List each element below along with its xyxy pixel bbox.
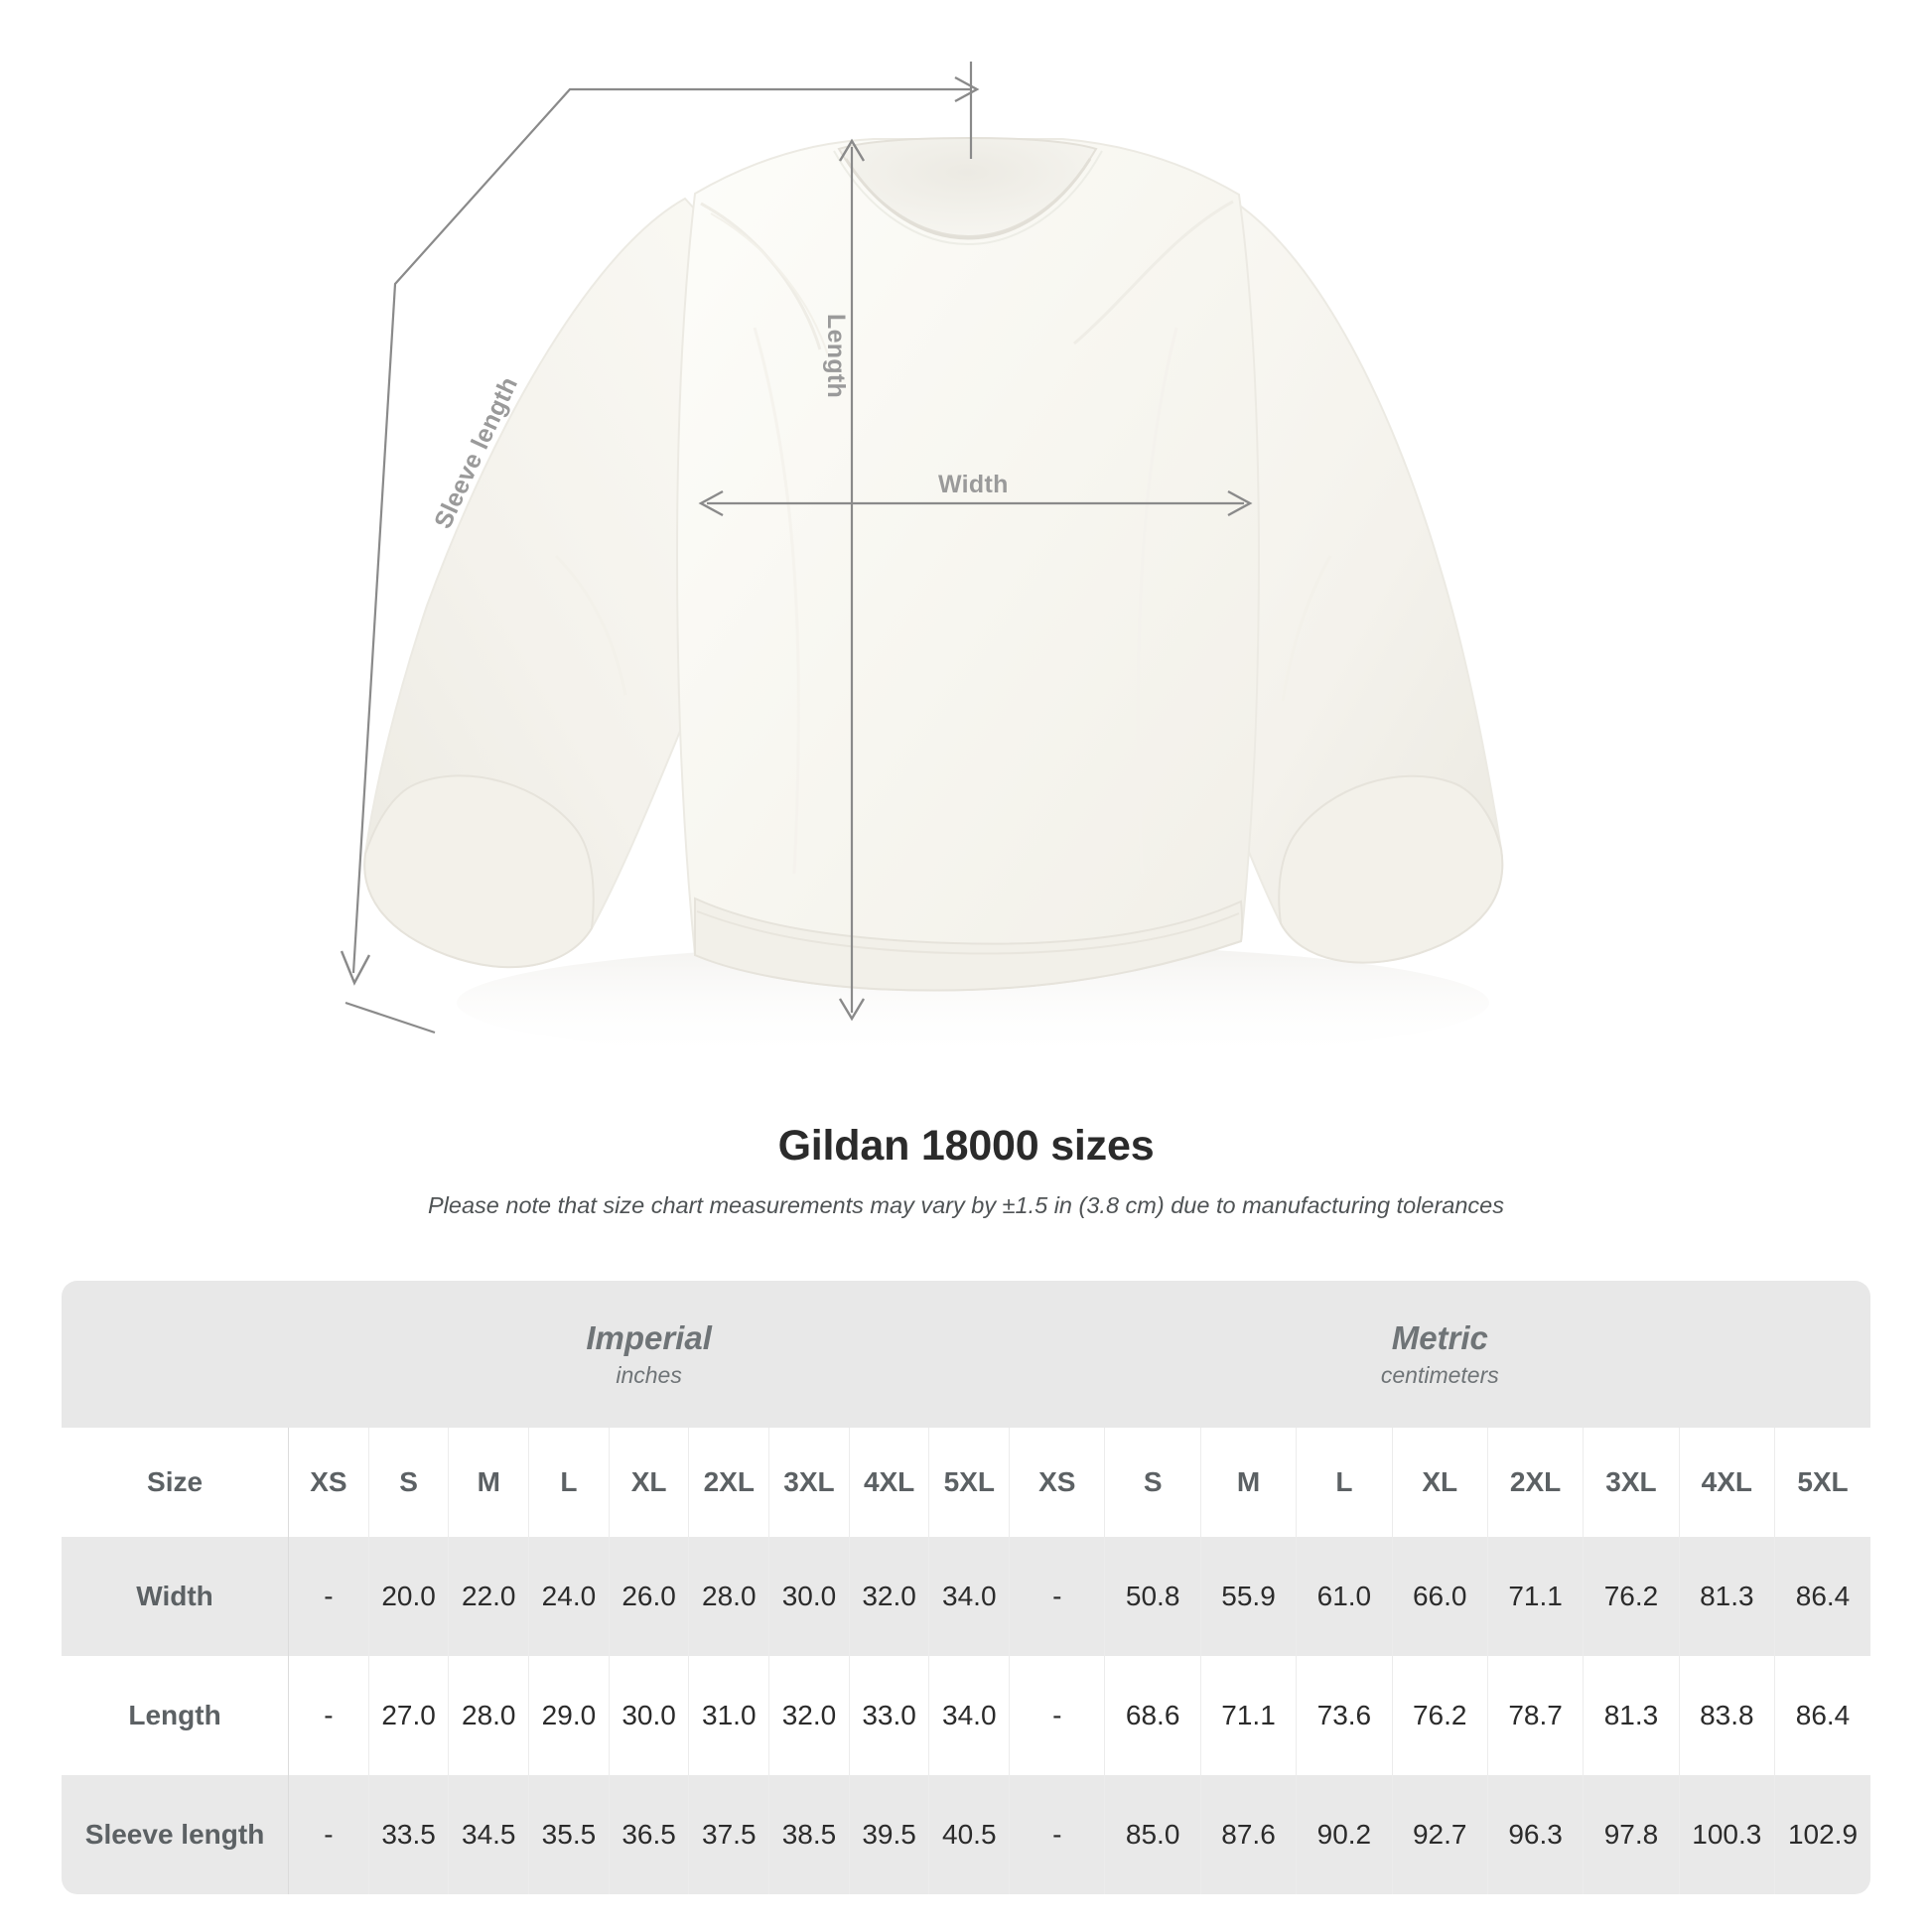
cell-sleeve-met-xs: - [1009, 1775, 1106, 1894]
cell-width-met-2xl: 71.1 [1487, 1537, 1585, 1656]
cell-width-imp-4xl: 32.0 [849, 1537, 930, 1656]
cell-length-imp-m: 28.0 [448, 1656, 530, 1775]
size-header-metric-2xl: 2XL [1487, 1428, 1585, 1537]
cell-width-imp-5xl: 34.0 [928, 1537, 1011, 1656]
cell-sleeve-met-4xl: 100.3 [1679, 1775, 1776, 1894]
garment-photo-area: Length Width Sleeve length [340, 62, 1504, 1062]
cell-sleeve-imp-3xl: 38.5 [768, 1775, 850, 1894]
cell-length-imp-l: 29.0 [528, 1656, 610, 1775]
cell-length-imp-5xl: 34.0 [928, 1656, 1011, 1775]
size-chart-table: Imperial inches Metric centimeters Size … [62, 1281, 1870, 1894]
page-title: Gildan 18000 sizes [777, 1122, 1155, 1170]
size-header-metric-xs: XS [1009, 1428, 1106, 1537]
cell-width-met-s: 50.8 [1104, 1537, 1201, 1656]
row-label-length: Length [62, 1656, 290, 1775]
cell-sleeve-imp-l: 35.5 [528, 1775, 610, 1894]
size-header-imperial-4xl: 4XL [849, 1428, 930, 1537]
row-label-sleeve-length: Sleeve length [62, 1775, 290, 1894]
cell-length-met-3xl: 81.3 [1583, 1656, 1680, 1775]
cell-sleeve-met-s: 85.0 [1104, 1775, 1201, 1894]
size-header-metric-m: M [1200, 1428, 1298, 1537]
cell-sleeve-met-5xl: 102.9 [1774, 1775, 1870, 1894]
cell-sleeve-imp-5xl: 40.5 [928, 1775, 1011, 1894]
cell-width-imp-s: 20.0 [368, 1537, 450, 1656]
unit-corner-cell [62, 1281, 289, 1428]
cell-length-met-5xl: 86.4 [1774, 1656, 1870, 1775]
cell-width-imp-m: 22.0 [448, 1537, 530, 1656]
cell-length-imp-4xl: 33.0 [849, 1656, 930, 1775]
cell-sleeve-met-3xl: 97.8 [1583, 1775, 1680, 1894]
width-measure-label: Width [938, 471, 1009, 498]
cell-width-met-xs: - [1009, 1537, 1106, 1656]
size-header-metric-xl: XL [1392, 1428, 1488, 1537]
cell-length-imp-2xl: 31.0 [688, 1656, 770, 1775]
unit-group-imperial-name: Imperial [586, 1318, 712, 1356]
cell-sleeve-met-l: 90.2 [1296, 1775, 1393, 1894]
table-row-sleeve-length: Sleeve length - 33.5 34.5 35.5 36.5 37.5… [62, 1775, 1870, 1894]
sweatshirt-illustration [363, 136, 1504, 1062]
cell-length-met-2xl: 78.7 [1487, 1656, 1585, 1775]
cell-sleeve-met-m: 87.6 [1200, 1775, 1298, 1894]
size-header-metric-3xl: 3XL [1583, 1428, 1680, 1537]
cell-width-imp-xs: - [288, 1537, 369, 1656]
unit-group-imperial-sub: inches [616, 1362, 682, 1389]
cell-sleeve-met-2xl: 96.3 [1487, 1775, 1585, 1894]
cell-sleeve-imp-2xl: 37.5 [688, 1775, 770, 1894]
cell-width-met-xl: 66.0 [1392, 1537, 1488, 1656]
unit-group-metric-sub: centimeters [1380, 1362, 1499, 1389]
cell-length-imp-xs: - [288, 1656, 369, 1775]
cell-sleeve-met-xl: 92.7 [1392, 1775, 1488, 1894]
cell-width-met-5xl: 86.4 [1774, 1537, 1870, 1656]
size-header-imperial-2xl: 2XL [688, 1428, 770, 1537]
size-header-imperial-xs: XS [288, 1428, 369, 1537]
cell-length-met-xl: 76.2 [1392, 1656, 1488, 1775]
cell-sleeve-imp-xl: 36.5 [609, 1775, 690, 1894]
table-row-width: Width - 20.0 22.0 24.0 26.0 28.0 30.0 32… [62, 1537, 1870, 1656]
cell-width-met-4xl: 81.3 [1679, 1537, 1776, 1656]
cell-length-met-m: 71.1 [1200, 1656, 1298, 1775]
cell-length-met-l: 73.6 [1296, 1656, 1393, 1775]
unit-group-metric: Metric centimeters [1009, 1281, 1870, 1428]
cell-length-imp-3xl: 32.0 [768, 1656, 850, 1775]
cell-width-met-m: 55.9 [1200, 1537, 1298, 1656]
cell-length-imp-xl: 30.0 [609, 1656, 690, 1775]
cell-length-met-s: 68.6 [1104, 1656, 1201, 1775]
unit-group-metric-name: Metric [1391, 1318, 1488, 1356]
size-header-metric-s: S [1104, 1428, 1201, 1537]
cell-width-imp-2xl: 28.0 [688, 1537, 770, 1656]
cell-sleeve-imp-m: 34.5 [448, 1775, 530, 1894]
row-label-width: Width [62, 1537, 290, 1656]
size-header-metric-l: L [1296, 1428, 1393, 1537]
cell-width-met-3xl: 76.2 [1583, 1537, 1680, 1656]
cell-length-met-xs: - [1009, 1656, 1106, 1775]
size-header-imperial-5xl: 5XL [928, 1428, 1011, 1537]
size-table-container: Imperial inches Metric centimeters Size … [62, 1281, 1870, 1894]
tolerance-note: Please note that size chart measurements… [428, 1192, 1504, 1218]
size-header-row: Size XS S M L XL 2XL 3XL 4XL 5XL XS S M … [62, 1428, 1870, 1537]
size-header-imperial-s: S [368, 1428, 450, 1537]
size-header-imperial-l: L [528, 1428, 610, 1537]
table-row-length: Length - 27.0 28.0 29.0 30.0 31.0 32.0 3… [62, 1656, 1870, 1775]
size-header-metric-4xl: 4XL [1679, 1428, 1776, 1537]
unit-group-row: Imperial inches Metric centimeters [62, 1281, 1870, 1428]
size-header-imperial-xl: XL [609, 1428, 690, 1537]
cell-width-imp-l: 24.0 [528, 1537, 610, 1656]
cell-sleeve-imp-s: 33.5 [368, 1775, 450, 1894]
chart-title-block: Gildan 18000 sizes Please note that size… [0, 1122, 1932, 1219]
size-header-imperial-m: M [448, 1428, 530, 1537]
size-header-imperial-3xl: 3XL [768, 1428, 850, 1537]
cell-length-met-4xl: 83.8 [1679, 1656, 1776, 1775]
cell-width-imp-xl: 26.0 [609, 1537, 690, 1656]
cell-width-imp-3xl: 30.0 [768, 1537, 850, 1656]
size-header-metric-5xl: 5XL [1774, 1428, 1870, 1537]
cell-length-imp-s: 27.0 [368, 1656, 450, 1775]
length-measure-label: Length [822, 314, 850, 399]
cell-sleeve-imp-4xl: 39.5 [849, 1775, 930, 1894]
cell-width-met-l: 61.0 [1296, 1537, 1393, 1656]
cell-sleeve-imp-xs: - [288, 1775, 369, 1894]
measurement-lines [340, 62, 1253, 1035]
unit-group-imperial: Imperial inches [288, 1281, 1010, 1428]
size-header-label: Size [62, 1428, 290, 1537]
